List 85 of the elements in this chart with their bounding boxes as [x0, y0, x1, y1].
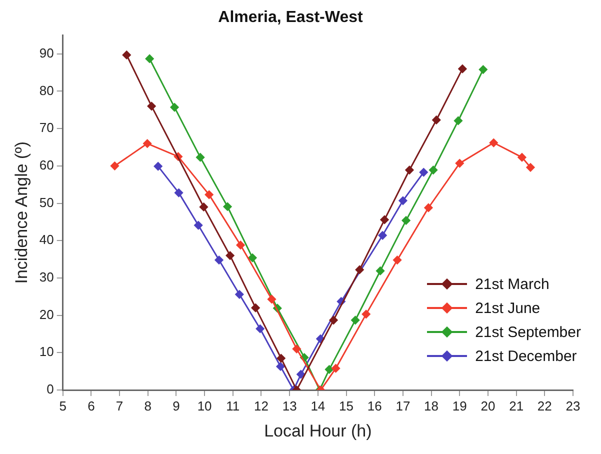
point — [154, 162, 162, 171]
point — [223, 202, 232, 211]
point — [143, 139, 152, 148]
x-tick-label: 9 — [172, 398, 180, 414]
y-tick-label: 60 — [39, 157, 54, 172]
legend-label: 21st March — [475, 276, 550, 292]
point — [292, 344, 301, 354]
x-tick-label: 11 — [226, 398, 240, 414]
point — [196, 153, 205, 162]
y-tick-label: 70 — [39, 120, 54, 136]
point — [518, 153, 526, 162]
point — [329, 316, 338, 324]
x-tick-label: 22 — [537, 398, 552, 414]
point — [251, 304, 260, 312]
point — [455, 159, 464, 168]
point — [214, 256, 224, 264]
point — [393, 256, 402, 264]
point — [199, 202, 208, 212]
x-tick-label: 8 — [144, 398, 152, 414]
point — [248, 254, 257, 262]
y-tick-label: 90 — [39, 45, 54, 60]
x-tick-label: 18 — [424, 398, 439, 414]
point — [432, 116, 441, 124]
x-tick-label: 5 — [59, 398, 66, 414]
point — [378, 231, 387, 240]
point — [236, 240, 245, 250]
point — [145, 54, 154, 63]
legend-label: 21st September — [475, 324, 581, 340]
x-tick-label: 14 — [310, 398, 326, 414]
point — [489, 138, 498, 148]
point — [380, 215, 389, 224]
y-tick-label: 10 — [39, 344, 54, 360]
point — [526, 163, 535, 172]
point — [402, 216, 410, 225]
point — [174, 188, 184, 198]
legend-label: 21st December — [475, 348, 577, 364]
point — [147, 102, 156, 110]
point — [351, 316, 360, 324]
x-tick-label: 13 — [282, 398, 297, 414]
point — [362, 310, 370, 318]
y-tick-label: 30 — [39, 270, 54, 285]
y-tick-label: 80 — [39, 82, 54, 98]
x-tick-label: 16 — [367, 398, 382, 414]
x-tick-label: 17 — [396, 398, 410, 414]
x-tick-label: 23 — [566, 398, 580, 414]
point — [458, 64, 467, 74]
point — [419, 168, 428, 177]
point — [276, 354, 286, 363]
point — [454, 116, 462, 125]
point — [355, 265, 364, 274]
point — [398, 196, 408, 205]
point — [170, 103, 179, 112]
point — [235, 290, 244, 299]
x-tick-label: 21 — [509, 398, 524, 414]
x-tick-label: 20 — [480, 398, 496, 414]
y-tick-label: 40 — [39, 232, 54, 248]
point — [478, 65, 488, 74]
point — [376, 266, 385, 276]
point — [267, 294, 276, 304]
point — [429, 166, 438, 174]
legend-label: 21st June — [475, 300, 540, 316]
y-tick-label: 20 — [39, 306, 54, 322]
y-axis-title: Incidence Angle (º) — [12, 141, 31, 284]
chart-title: Almeria, East-West — [218, 9, 364, 26]
point — [424, 203, 433, 212]
point — [332, 364, 340, 373]
point — [204, 190, 214, 199]
point — [296, 370, 306, 379]
point — [325, 365, 334, 374]
x-tick-label: 10 — [197, 398, 212, 414]
x-axis-title: Local Hour (h) — [264, 421, 372, 440]
x-tick-label: 15 — [339, 398, 354, 414]
x-tick-label: 12 — [254, 398, 268, 414]
x-tick-label: 6 — [88, 398, 95, 414]
point — [194, 221, 203, 230]
y-tick-label: 50 — [39, 194, 54, 210]
x-tick-label: 19 — [452, 398, 467, 414]
x-tick-label: 7 — [116, 398, 124, 414]
y-tick-label: 0 — [46, 382, 54, 397]
point — [256, 324, 264, 333]
point — [226, 251, 234, 260]
point — [122, 50, 131, 60]
point — [405, 166, 414, 174]
point — [110, 162, 119, 170]
point — [276, 362, 285, 371]
